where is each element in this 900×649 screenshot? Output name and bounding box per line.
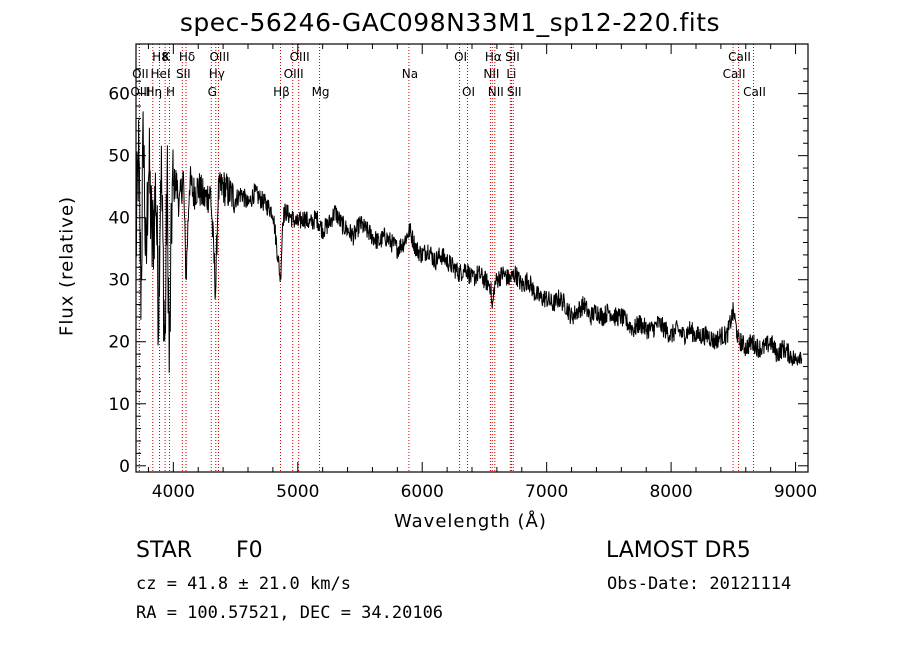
line-marker-label: Mg: [312, 85, 330, 99]
line-marker-label: HeI: [151, 67, 171, 81]
obs-date-text: Obs-Date: 20121114: [607, 574, 792, 594]
line-marker-label: Na: [402, 67, 418, 81]
y-tick-label: 0: [119, 457, 130, 477]
y-axis-label: Flux (relative): [56, 195, 78, 337]
line-marker-label: CaII: [723, 67, 746, 81]
line-marker-label: Hδ: [179, 50, 195, 64]
y-tick-label: 10: [108, 395, 130, 415]
line-marker-label: NII: [488, 85, 504, 99]
axis-ticks: [136, 44, 808, 472]
line-marker-label: OI: [454, 50, 467, 64]
tick-labels: 4000 5000 6000 7000 8000 9000 0 10 20 30 40 50 60: [108, 85, 817, 502]
line-marker-label: NII: [483, 67, 499, 81]
x-tick-label: 4000: [152, 482, 195, 502]
line-marker-label: Li: [506, 67, 516, 81]
x-tick-label: 5000: [276, 482, 319, 502]
line-marker-label: H8: [152, 50, 169, 64]
y-tick-label: 50: [108, 147, 130, 167]
line-marker-label: OIII: [284, 67, 304, 81]
line-marker-label: G: [208, 85, 217, 99]
line-marker-label: SII: [176, 67, 191, 81]
line-marker-label: OIII: [209, 50, 229, 64]
spectral-subclass-label: F0: [236, 538, 263, 563]
line-marker-label: Hα: [485, 50, 502, 64]
redshift-text: cz = 41.8 ± 21.0 km/s: [136, 574, 351, 594]
y-tick-label: 30: [108, 271, 130, 291]
line-marker-label: OI: [462, 85, 475, 99]
object-class-label: STAR: [136, 538, 193, 563]
y-tick-label: 40: [108, 209, 130, 229]
line-marker-label: CaII: [743, 85, 766, 99]
y-tick-label: 20: [108, 333, 130, 353]
line-marker-label: OIII: [130, 85, 150, 99]
line-marker-label: SII: [505, 50, 520, 64]
chart-title: spec-56246-GAC098N33M1_sp12-220.fits: [179, 8, 721, 37]
line-marker-label: SII: [507, 85, 522, 99]
line-marker-label: OIII: [290, 50, 310, 64]
line-marker-label: Hγ: [209, 67, 225, 81]
line-marker-label: H: [166, 85, 175, 99]
plot-frame: [135, 43, 809, 473]
survey-label: LAMOST DR5: [606, 538, 751, 563]
line-marker-label: CaII: [728, 50, 751, 64]
coordinates-text: RA = 100.57521, DEC = 34.20106: [136, 603, 444, 623]
x-axis-label: Wavelength (Å): [394, 511, 547, 532]
spectrum-line: [135, 111, 803, 373]
line-marker-label: Hη: [145, 85, 162, 99]
line-marker-label: Hβ: [273, 85, 290, 99]
y-tick-label: 60: [108, 85, 130, 105]
x-tick-label: 7000: [525, 482, 568, 502]
line-marker-label: K: [162, 50, 171, 64]
x-tick-label: 6000: [401, 482, 444, 502]
x-tick-label: 9000: [774, 482, 817, 502]
x-tick-label: 8000: [649, 482, 692, 502]
line-marker-label: OII: [132, 67, 149, 81]
